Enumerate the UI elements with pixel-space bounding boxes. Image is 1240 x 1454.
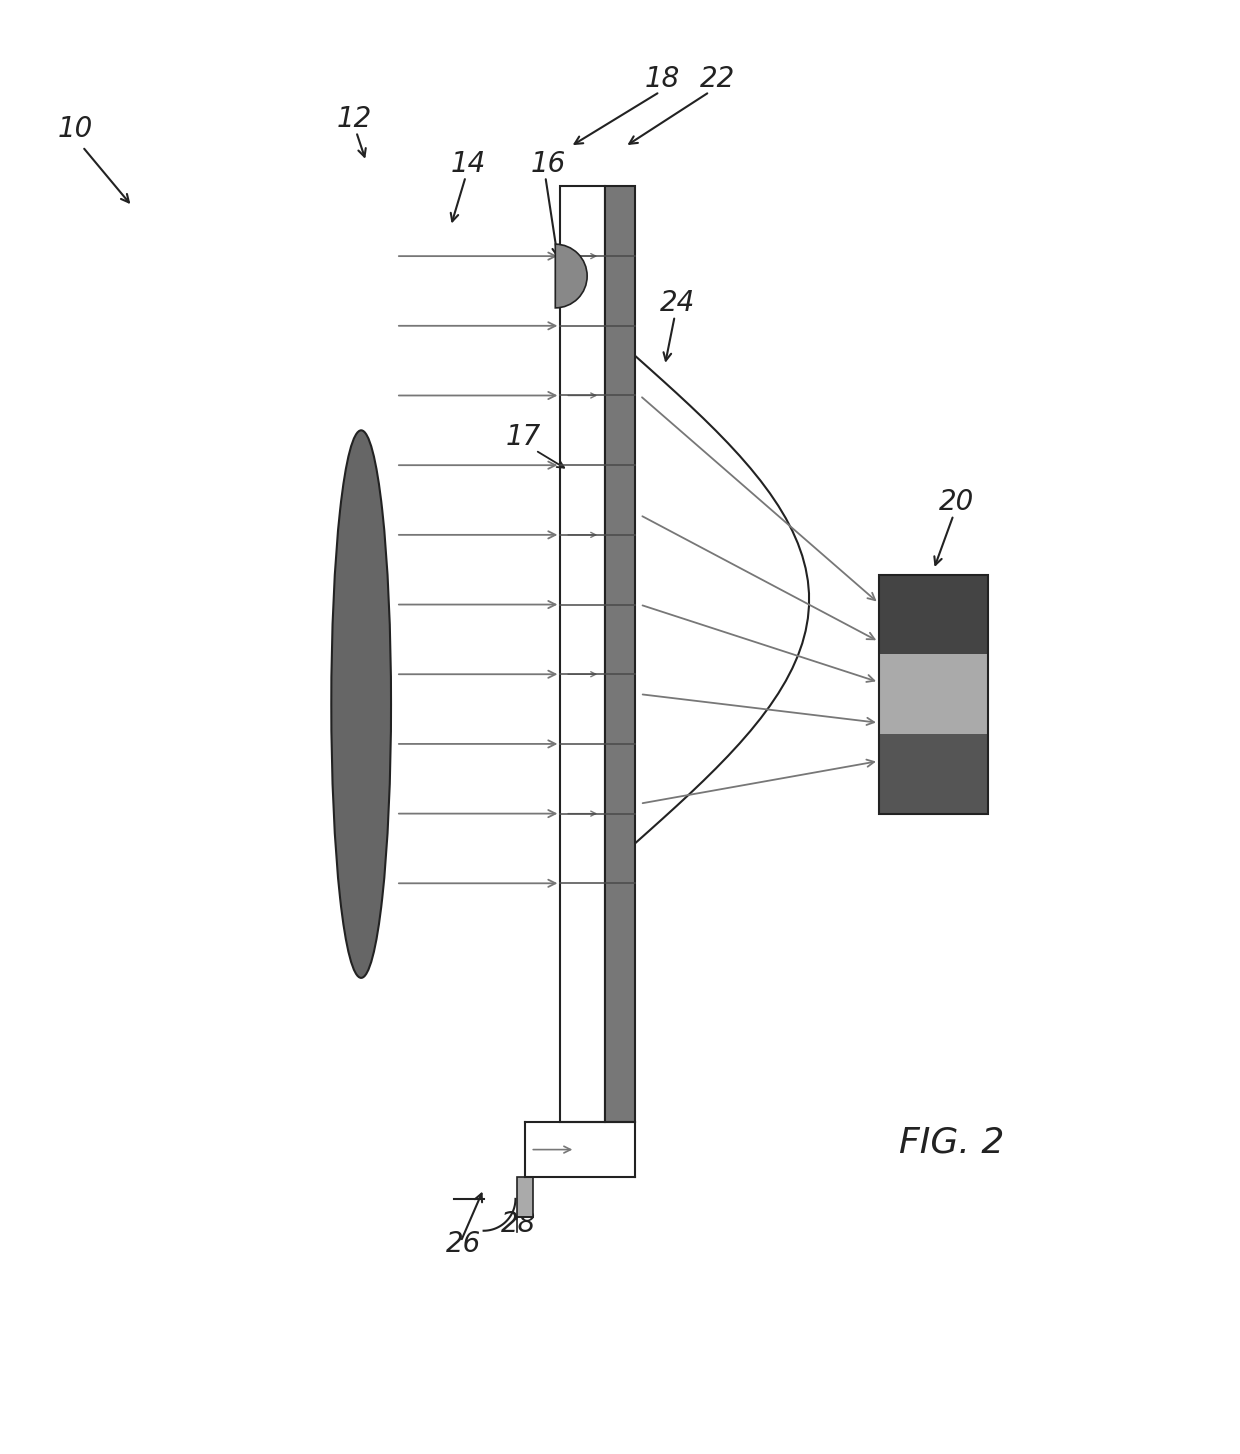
Bar xyxy=(605,186,635,1122)
Bar xyxy=(879,574,988,654)
Bar xyxy=(879,734,988,814)
Bar xyxy=(560,186,605,1122)
Text: 20: 20 xyxy=(939,489,973,516)
Text: 17: 17 xyxy=(506,423,541,451)
Bar xyxy=(879,654,988,734)
Text: FIG. 2: FIG. 2 xyxy=(899,1125,1004,1159)
Ellipse shape xyxy=(331,430,391,979)
Text: 10: 10 xyxy=(57,115,93,142)
Polygon shape xyxy=(635,356,808,843)
Text: 22: 22 xyxy=(699,65,735,93)
Text: 26: 26 xyxy=(446,1230,481,1258)
Text: 28: 28 xyxy=(501,1210,536,1237)
Wedge shape xyxy=(556,244,588,308)
Bar xyxy=(879,574,988,814)
Text: 18: 18 xyxy=(645,65,680,93)
Bar xyxy=(517,1176,533,1217)
Text: 24: 24 xyxy=(660,289,696,317)
Text: 16: 16 xyxy=(531,150,565,177)
Text: 14: 14 xyxy=(451,150,486,177)
Text: 12: 12 xyxy=(336,105,372,132)
